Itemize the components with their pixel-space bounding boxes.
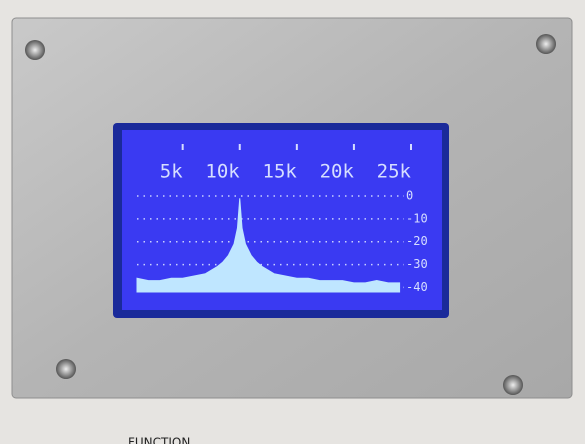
page: FUNCTION 0-10-20-30-405k10k15k20k25k (()… — [0, 0, 585, 444]
screw — [25, 40, 45, 60]
screw — [56, 359, 76, 379]
screw — [536, 34, 556, 54]
x-tick-label: 20k — [320, 161, 355, 183]
y-tick-label: -40 — [406, 280, 428, 294]
y-tick-label: -20 — [406, 234, 428, 248]
x-tick-label: 25k — [377, 161, 412, 183]
panel-label: FUNCTION — [128, 436, 190, 444]
x-tick-label: 10k — [205, 161, 240, 183]
y-tick-label: 0 — [406, 189, 413, 203]
photo: FUNCTION 0 -10 -20 -30 -40 5k 10k 15k 20k 25k — [0, 0, 585, 444]
screw — [503, 375, 523, 395]
y-tick-label: -10 — [406, 211, 428, 225]
x-tick-label: 15k — [263, 161, 298, 183]
x-tick-label: 5k — [160, 161, 183, 183]
y-tick-label: -30 — [406, 257, 428, 271]
